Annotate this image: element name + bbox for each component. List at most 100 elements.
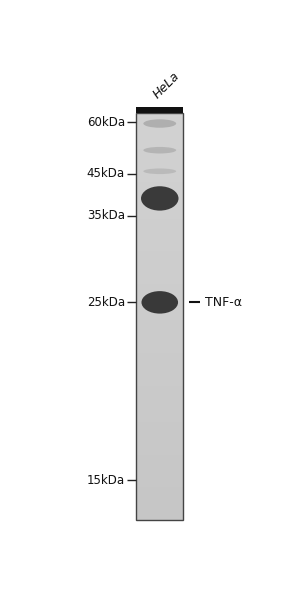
Bar: [136, 353, 183, 358]
Bar: [136, 512, 183, 516]
Bar: [136, 304, 183, 309]
Bar: [136, 272, 183, 276]
Text: 60kDa: 60kDa: [87, 116, 125, 129]
Bar: [136, 394, 183, 398]
Bar: [136, 170, 183, 174]
Text: 25kDa: 25kDa: [87, 296, 125, 309]
Bar: [136, 443, 183, 447]
Bar: [136, 157, 183, 162]
Bar: [136, 337, 183, 341]
Bar: [136, 333, 183, 337]
Bar: [136, 141, 183, 146]
Bar: [136, 508, 183, 513]
Bar: [136, 459, 183, 463]
Bar: [136, 129, 183, 134]
Bar: [136, 219, 183, 223]
Bar: [136, 145, 183, 150]
Bar: [136, 491, 183, 496]
Bar: [136, 483, 183, 488]
Bar: [136, 455, 183, 460]
Bar: [136, 296, 183, 300]
Bar: [136, 275, 183, 280]
Bar: [136, 467, 183, 472]
Bar: [136, 378, 183, 382]
Bar: [136, 488, 183, 492]
Bar: [136, 406, 183, 410]
Bar: [136, 300, 183, 305]
Bar: [136, 227, 183, 231]
Bar: [136, 166, 183, 170]
Bar: [136, 390, 183, 394]
Bar: [136, 426, 183, 431]
Bar: [136, 263, 183, 268]
Bar: [136, 194, 183, 199]
Bar: [136, 382, 183, 386]
Bar: [136, 418, 183, 423]
Bar: [136, 107, 183, 112]
Bar: [136, 479, 183, 484]
Bar: [136, 125, 183, 130]
Bar: [136, 198, 183, 203]
Bar: [136, 207, 183, 211]
Ellipse shape: [142, 291, 178, 314]
Bar: [136, 320, 183, 325]
Bar: [136, 447, 183, 451]
Ellipse shape: [143, 168, 176, 174]
Bar: [136, 210, 183, 215]
Ellipse shape: [143, 147, 176, 153]
Bar: [136, 451, 183, 455]
Ellipse shape: [141, 186, 178, 210]
Text: 35kDa: 35kDa: [87, 209, 125, 223]
Bar: [136, 516, 183, 520]
Bar: [136, 190, 183, 195]
Bar: [136, 410, 183, 415]
Bar: [136, 255, 183, 260]
Bar: [136, 137, 183, 142]
Bar: [136, 251, 183, 256]
Text: HeLa: HeLa: [151, 69, 182, 101]
Bar: [136, 202, 183, 207]
Bar: [136, 341, 183, 345]
Bar: [136, 186, 183, 191]
Bar: [136, 239, 183, 244]
Bar: [136, 150, 183, 154]
Bar: [136, 313, 183, 317]
Bar: [136, 308, 183, 313]
Bar: [136, 231, 183, 235]
Bar: [136, 174, 183, 178]
Bar: [136, 430, 183, 435]
Text: 15kDa: 15kDa: [87, 474, 125, 487]
Bar: [136, 288, 183, 292]
Bar: [136, 402, 183, 407]
Bar: [136, 235, 183, 240]
Bar: [136, 438, 183, 443]
Text: TNF-α: TNF-α: [205, 296, 242, 309]
Bar: [136, 247, 183, 252]
Bar: [136, 178, 183, 182]
Bar: [136, 260, 183, 264]
Bar: [136, 361, 183, 366]
Bar: [136, 345, 183, 350]
Bar: [136, 316, 183, 321]
Bar: [136, 423, 183, 427]
Bar: [136, 475, 183, 480]
Bar: [136, 414, 183, 419]
Bar: [136, 500, 183, 504]
Bar: [136, 325, 183, 329]
Bar: [136, 349, 183, 353]
Bar: [136, 369, 183, 374]
Bar: [136, 373, 183, 378]
Bar: [136, 504, 183, 508]
Bar: [136, 435, 183, 439]
Bar: [136, 471, 183, 475]
Bar: [136, 243, 183, 247]
Bar: [136, 268, 183, 272]
Bar: [136, 182, 183, 187]
Bar: [136, 223, 183, 227]
Ellipse shape: [143, 119, 176, 128]
Bar: [136, 153, 183, 158]
Bar: [136, 328, 183, 333]
Bar: [136, 215, 183, 219]
Bar: [136, 284, 183, 288]
Bar: [136, 117, 183, 122]
